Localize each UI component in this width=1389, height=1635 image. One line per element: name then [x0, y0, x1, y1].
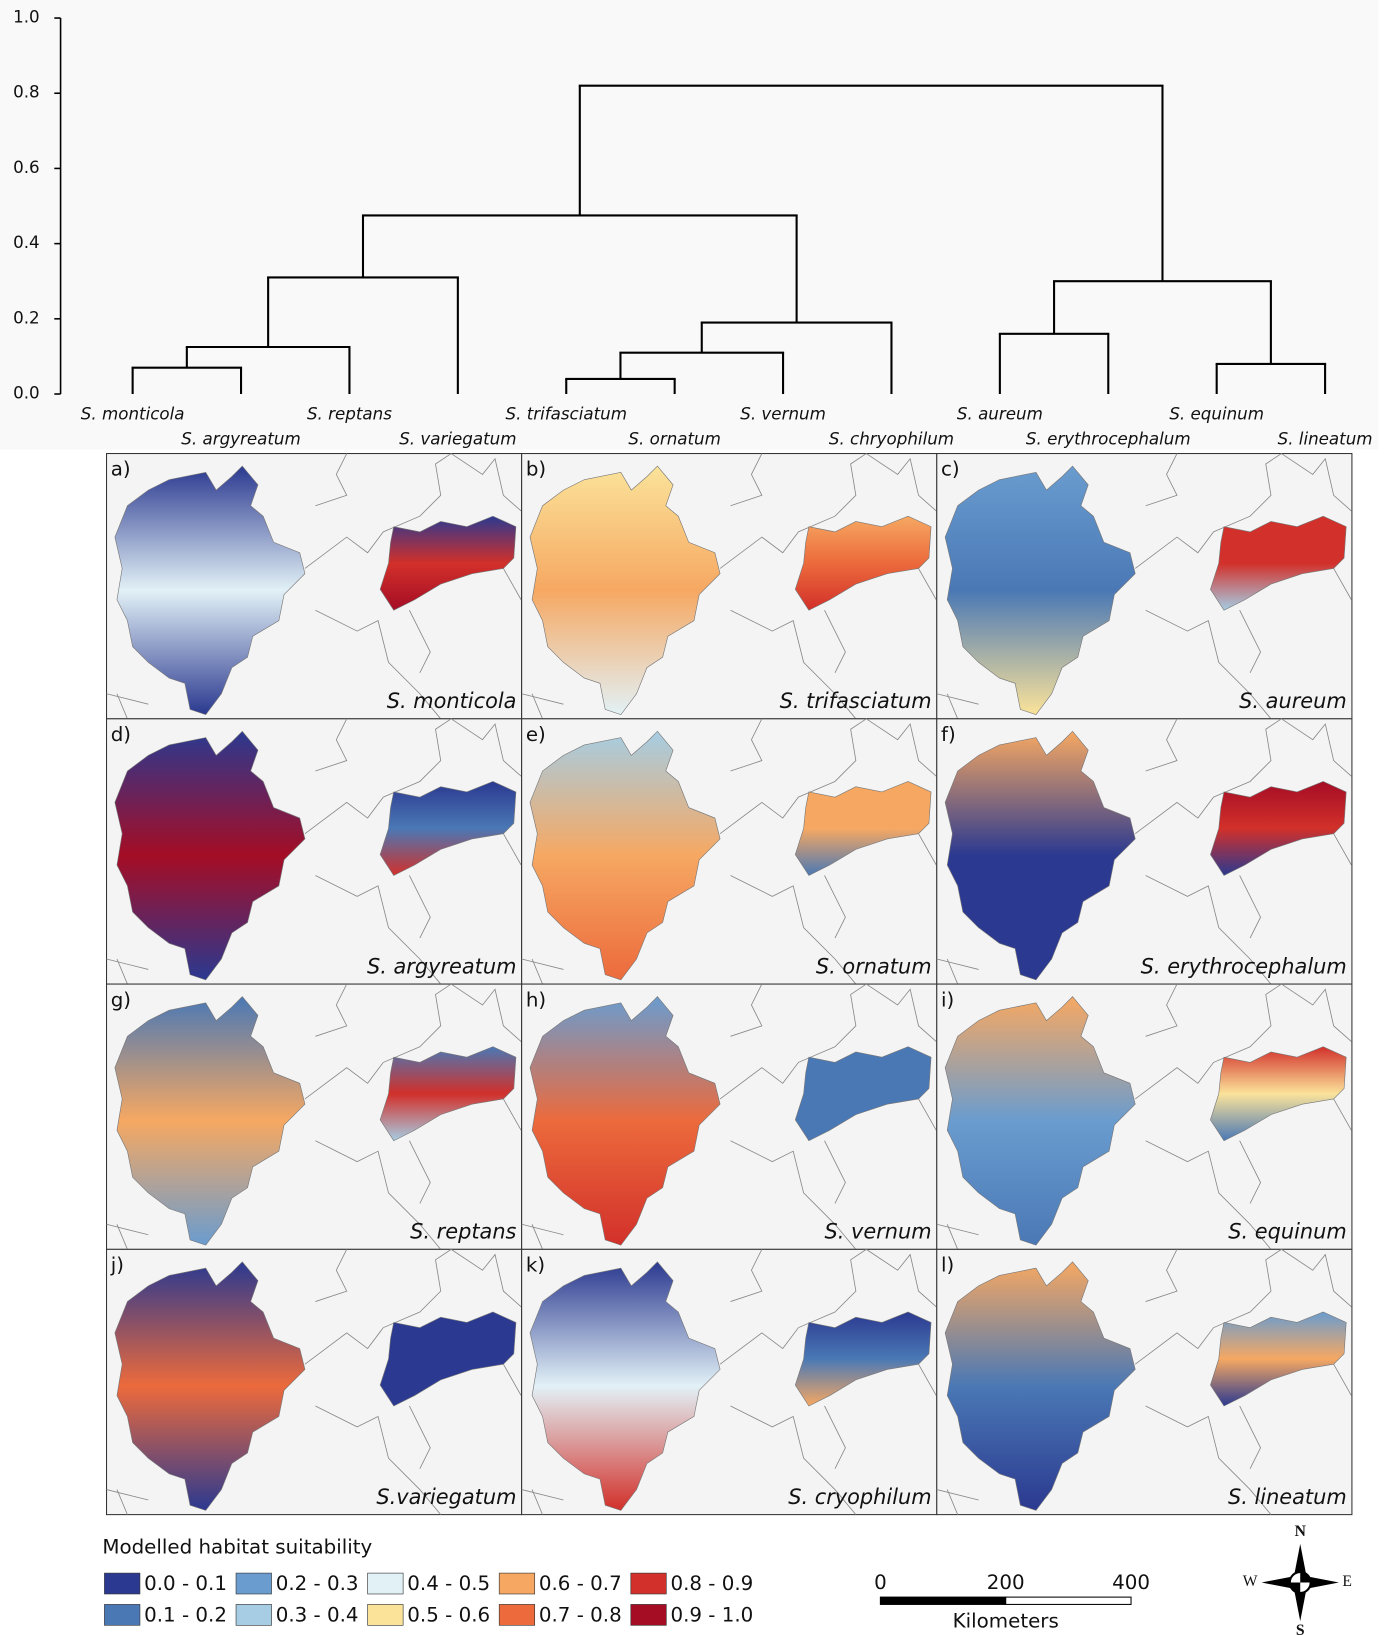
panel-species: S. trifasciatum	[780, 689, 932, 713]
legend-swatch	[499, 1573, 535, 1594]
scale-segment	[1006, 1597, 1131, 1604]
leaf-label: S. chryophilum	[829, 428, 954, 448]
map-panel: l) S. lineatum	[937, 1249, 1352, 1514]
map-panel: f) S. erythrocephalum	[937, 719, 1352, 984]
panel-species: S. equinum	[1228, 1220, 1346, 1244]
panel-letter: i)	[941, 988, 954, 1011]
leaf-label: S. erythrocephalum	[1026, 428, 1191, 448]
compass-w: W	[1243, 1573, 1258, 1590]
panel-species: S. aureum	[1239, 689, 1347, 713]
y-tick-label: 0.6	[13, 157, 40, 177]
leaf-label: S. equinum	[1169, 403, 1264, 423]
legend-swatch	[368, 1573, 404, 1594]
leaf-label: S. trifasciatum	[506, 403, 627, 423]
legend-swatch	[104, 1604, 140, 1625]
map-panel: g) S. reptans	[107, 984, 522, 1249]
y-tick-label: 0.2	[13, 307, 40, 327]
legend-swatch	[631, 1604, 667, 1625]
legend-swatch	[499, 1604, 535, 1625]
panel-letter: g)	[111, 988, 131, 1011]
panel-species: S.variegatum	[376, 1485, 516, 1509]
panel-species: S. cryophilum	[788, 1485, 931, 1509]
scale-segment	[880, 1597, 1005, 1604]
leaf-label: S. ornatum	[628, 428, 720, 448]
leaf-label: S. lineatum	[1278, 428, 1373, 448]
y-tick-label: 0.8	[13, 82, 40, 102]
panel-species: S. monticola	[387, 689, 517, 713]
scale-unit: Kilometers	[953, 1610, 1059, 1633]
map-panel: e) S. ornatum	[522, 719, 937, 984]
panel-species: S. ornatum	[816, 954, 932, 978]
leaf-label: S. monticola	[81, 403, 185, 423]
leaf-label: S. aureum	[957, 403, 1043, 423]
legend-title: Modelled habitat suitability	[102, 1536, 372, 1559]
panel-species: S. reptans	[410, 1220, 516, 1244]
scale-tick-label: 200	[987, 1571, 1025, 1594]
legend-swatch	[236, 1573, 272, 1594]
y-tick-label: 0.0	[13, 383, 40, 403]
panel-species: S. lineatum	[1228, 1485, 1347, 1509]
legend-swatch	[236, 1604, 272, 1625]
panel-species: S. erythrocephalum	[1141, 954, 1347, 978]
legend-label: 0.8 - 0.9	[670, 1572, 753, 1595]
panel-species: S. vernum	[824, 1220, 931, 1244]
map-panel: h) S. vernum	[522, 984, 937, 1249]
legend-label: 0.2 - 0.3	[276, 1572, 359, 1595]
panel-letter: c)	[941, 458, 960, 481]
panel-letter: j)	[110, 1254, 124, 1277]
map-panel: a) S. monticola	[107, 454, 522, 719]
legend-label: 0.5 - 0.6	[407, 1603, 490, 1626]
compass-s: S	[1296, 1622, 1305, 1635]
legend-label: 0.4 - 0.5	[407, 1572, 490, 1595]
panel-letter: l)	[941, 1254, 954, 1277]
legend-label: 0.6 - 0.7	[539, 1572, 622, 1595]
panel-letter: h)	[526, 988, 546, 1011]
panel-letter: b)	[526, 458, 546, 481]
map-panel: k) S. cryophilum	[522, 1249, 937, 1514]
panel-letter: a)	[111, 458, 131, 481]
map-panel: d) S. argyreatum	[107, 719, 522, 984]
legend-swatch	[104, 1573, 140, 1594]
map-panel: j) S.variegatum	[107, 1249, 522, 1514]
legend-label: 0.9 - 1.0	[670, 1603, 753, 1626]
compass-e: E	[1342, 1573, 1352, 1590]
map-panel: c) S. aureum	[937, 454, 1352, 719]
panel-letter: f)	[941, 723, 956, 746]
scale-tick-label: 400	[1112, 1571, 1150, 1594]
leaf-label: S. argyreatum	[181, 428, 301, 448]
panel-letter: d)	[111, 723, 131, 746]
y-tick-label: 0.4	[13, 232, 40, 252]
scale-tick-label: 0	[874, 1571, 887, 1594]
dendrogram-area	[0, 0, 1379, 449]
legend-label: 0.1 - 0.2	[144, 1603, 227, 1626]
legend-swatch	[368, 1604, 404, 1625]
map-panel: i) S. equinum	[937, 984, 1352, 1249]
y-tick-label: 1.0	[13, 7, 40, 27]
panel-species: S. argyreatum	[367, 954, 516, 978]
panel-letter: k)	[526, 1254, 545, 1277]
leaf-label: S. vernum	[740, 403, 826, 423]
legend-label: 0.0 - 0.1	[144, 1572, 227, 1595]
leaf-label: S. reptans	[307, 403, 392, 423]
legend-label: 0.3 - 0.4	[276, 1603, 359, 1626]
legend-swatch	[631, 1573, 667, 1594]
leaf-label: S. variegatum	[399, 428, 516, 448]
map-panel: b) S. trifasciatum	[522, 454, 937, 719]
panel-letter: e)	[526, 723, 546, 746]
compass-n: N	[1295, 1523, 1307, 1540]
legend-label: 0.7 - 0.8	[539, 1603, 622, 1626]
